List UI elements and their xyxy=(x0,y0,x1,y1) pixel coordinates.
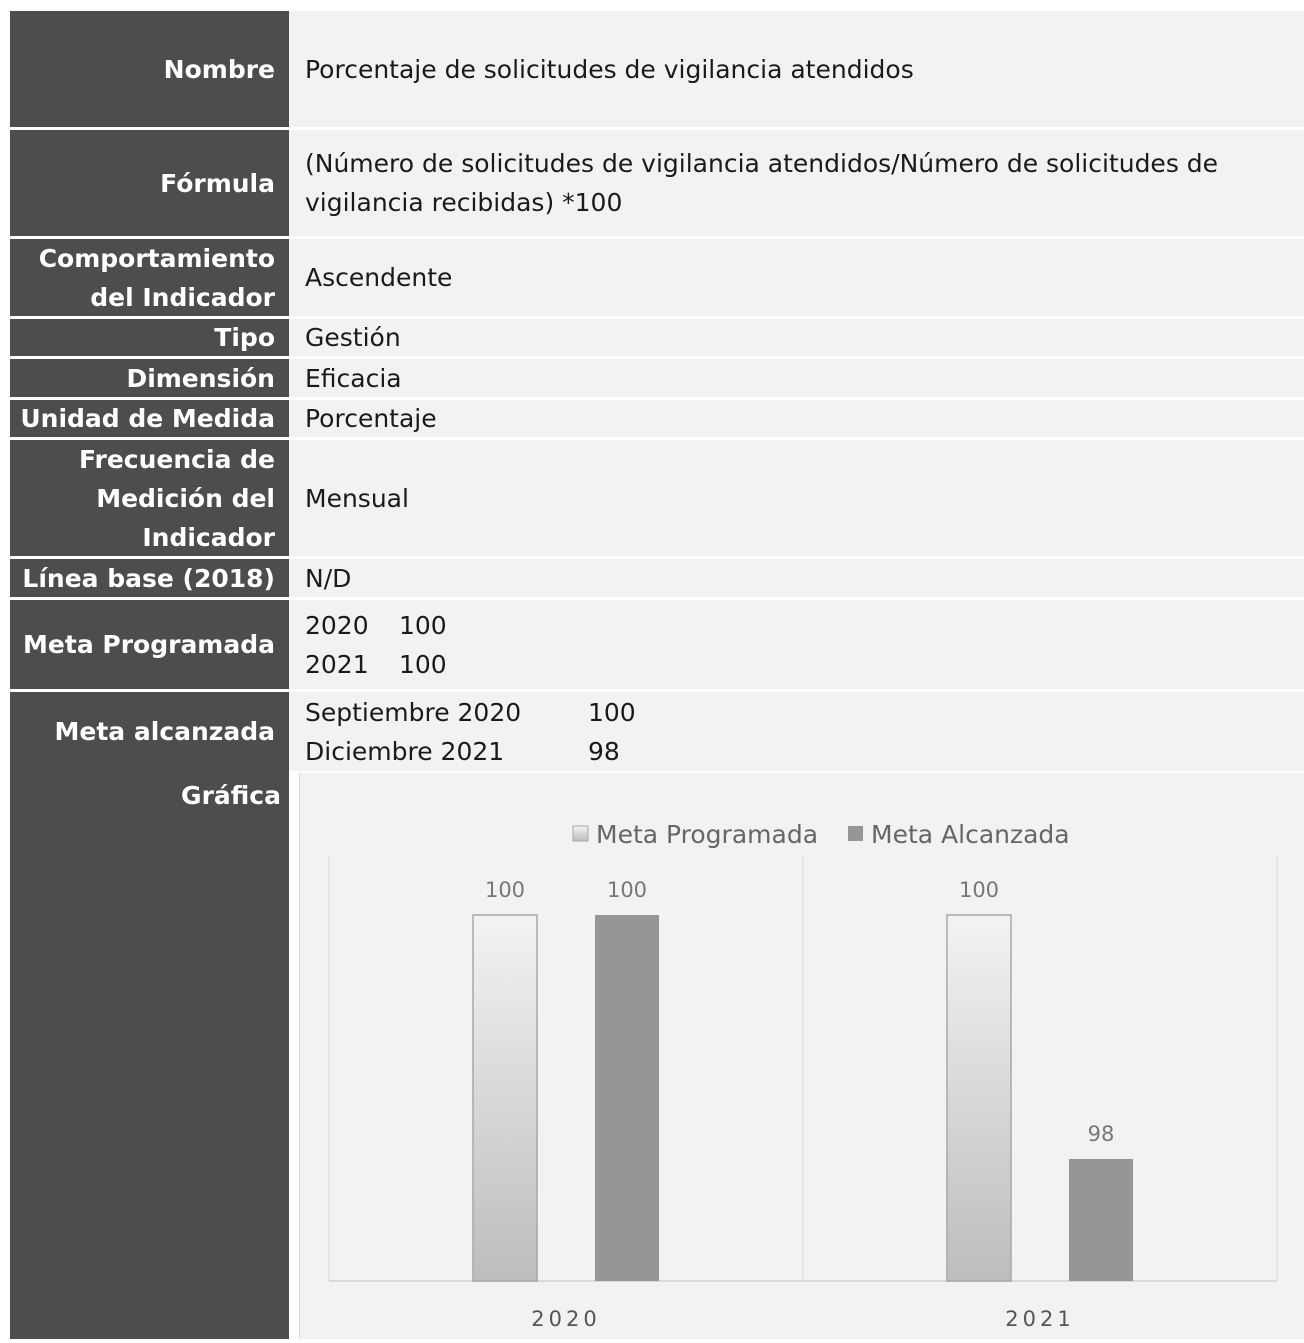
meta-alcanzada-value: 98 xyxy=(588,736,620,766)
value-nombre: Porcentaje de solicitudes de vigilancia … xyxy=(289,11,1304,127)
row-divider xyxy=(10,437,1304,440)
label-column-background xyxy=(10,11,289,1339)
row-nombre: Nombre Porcentaje de solicitudes de vigi… xyxy=(10,11,1304,127)
legend-label-meta-programada: Meta Programada xyxy=(596,820,818,849)
value-unidad: Porcentaje xyxy=(289,400,1304,437)
row-linea-base: Línea base (2018) N/D xyxy=(10,559,1304,597)
value-formula: (Número de solicitudes de vigilancia ate… xyxy=(289,130,1304,236)
label-nombre: Nombre xyxy=(163,54,275,84)
row-formula: Fórmula (Número de solicitudes de vigila… xyxy=(10,130,1304,236)
row-tipo: Tipo Gestión xyxy=(10,319,1304,356)
bar-data-label: 100 xyxy=(607,878,647,902)
row-divider xyxy=(10,597,1304,600)
meta-programada-value: 100 xyxy=(399,649,447,679)
row-divider xyxy=(10,127,1304,130)
label-meta-alcanzada: Meta alcanzada xyxy=(54,717,275,746)
meta-alcanzada-period: Diciembre 2021 xyxy=(305,736,505,766)
row-divider xyxy=(10,397,1304,400)
row-meta-programada: Meta Programada 2020 100 2021 100 xyxy=(10,600,1304,689)
row-divider xyxy=(10,556,1304,559)
meta-alcanzada-period: Septiembre 2020 xyxy=(305,697,522,727)
meta-alcanzada-item: Septiembre 2020 100 xyxy=(305,693,1280,732)
label-dimension: Dimensión xyxy=(126,363,275,393)
label-tipo: Tipo xyxy=(214,323,275,352)
row-dimension: Dimensión Eficacia xyxy=(10,359,1304,397)
row-comportamiento: Comportamiento del Indicador Ascendente xyxy=(10,239,1304,316)
chart-area: Meta Programada Meta Alcanzada 100 100 202… xyxy=(299,773,1304,1339)
plot-area: 100 100 2020 100 98 2021 xyxy=(328,855,1278,1331)
chart-legend: Meta Programada Meta Alcanzada xyxy=(572,820,1070,849)
bar-meta-programada xyxy=(946,914,1012,1282)
meta-alcanzada-value: 100 xyxy=(588,697,636,727)
meta-programada-item: 2020 100 xyxy=(305,606,1280,645)
label-grafica: Gráfica xyxy=(181,781,281,810)
bar-meta-alcanzada xyxy=(595,915,659,1281)
label-frecuencia: Frecuencia de Medición del Indicador xyxy=(79,444,275,552)
label-formula: Fórmula xyxy=(160,168,275,198)
bar-meta-programada xyxy=(472,914,538,1282)
meta-alcanzada-item: Diciembre 2021 98 xyxy=(305,732,1280,771)
row-divider xyxy=(10,689,1304,692)
legend-swatch-meta-programada xyxy=(572,825,589,842)
label-comportamiento: Comportamiento del Indicador xyxy=(38,243,275,312)
bar-chart: Meta Programada Meta Alcanzada 100 100 202… xyxy=(328,820,1278,1331)
indicator-sheet: Nombre Porcentaje de solicitudes de vigi… xyxy=(10,11,1304,1339)
legend-label-meta-alcanzada: Meta Alcanzada xyxy=(871,820,1070,849)
value-comportamiento: Ascendente xyxy=(289,239,1304,316)
label-unidad: Unidad de Medida xyxy=(20,404,275,433)
meta-programada-year: 2020 xyxy=(305,610,369,640)
row-unidad: Unidad de Medida Porcentaje xyxy=(10,400,1304,437)
row-divider xyxy=(10,236,1304,239)
value-meta-alcanzada: Septiembre 2020 100 Diciembre 2021 98 xyxy=(289,692,1304,771)
bar-data-label: 98 xyxy=(1088,1122,1115,1146)
value-tipo: Gestión xyxy=(289,319,1304,356)
row-divider xyxy=(10,316,1304,319)
row-divider xyxy=(10,356,1304,359)
bar-data-label: 100 xyxy=(959,878,999,902)
meta-programada-value: 100 xyxy=(399,610,447,640)
legend-swatch-meta-alcanzada xyxy=(848,826,863,841)
meta-programada-year: 2021 xyxy=(305,649,369,679)
bar-data-label: 100 xyxy=(485,878,525,902)
row-frecuencia: Frecuencia de Medición del Indicador Men… xyxy=(10,440,1304,556)
meta-programada-item: 2021 100 xyxy=(305,645,1280,684)
value-meta-programada: 2020 100 2021 100 xyxy=(289,600,1304,689)
x-tick-label: 2020 xyxy=(531,1307,600,1331)
row-meta-alcanzada: Meta alcanzada Septiembre 2020 100 Diciem… xyxy=(10,692,1304,771)
value-frecuencia: Mensual xyxy=(289,440,1304,556)
label-meta-programada: Meta Programada xyxy=(23,630,275,659)
value-dimension: Eficacia xyxy=(289,359,1304,397)
x-tick-label: 2021 xyxy=(1005,1307,1074,1331)
bar-meta-alcanzada xyxy=(1069,1159,1133,1281)
value-linea-base: N/D xyxy=(289,559,1304,597)
label-linea-base: Línea base (2018) xyxy=(22,563,275,593)
